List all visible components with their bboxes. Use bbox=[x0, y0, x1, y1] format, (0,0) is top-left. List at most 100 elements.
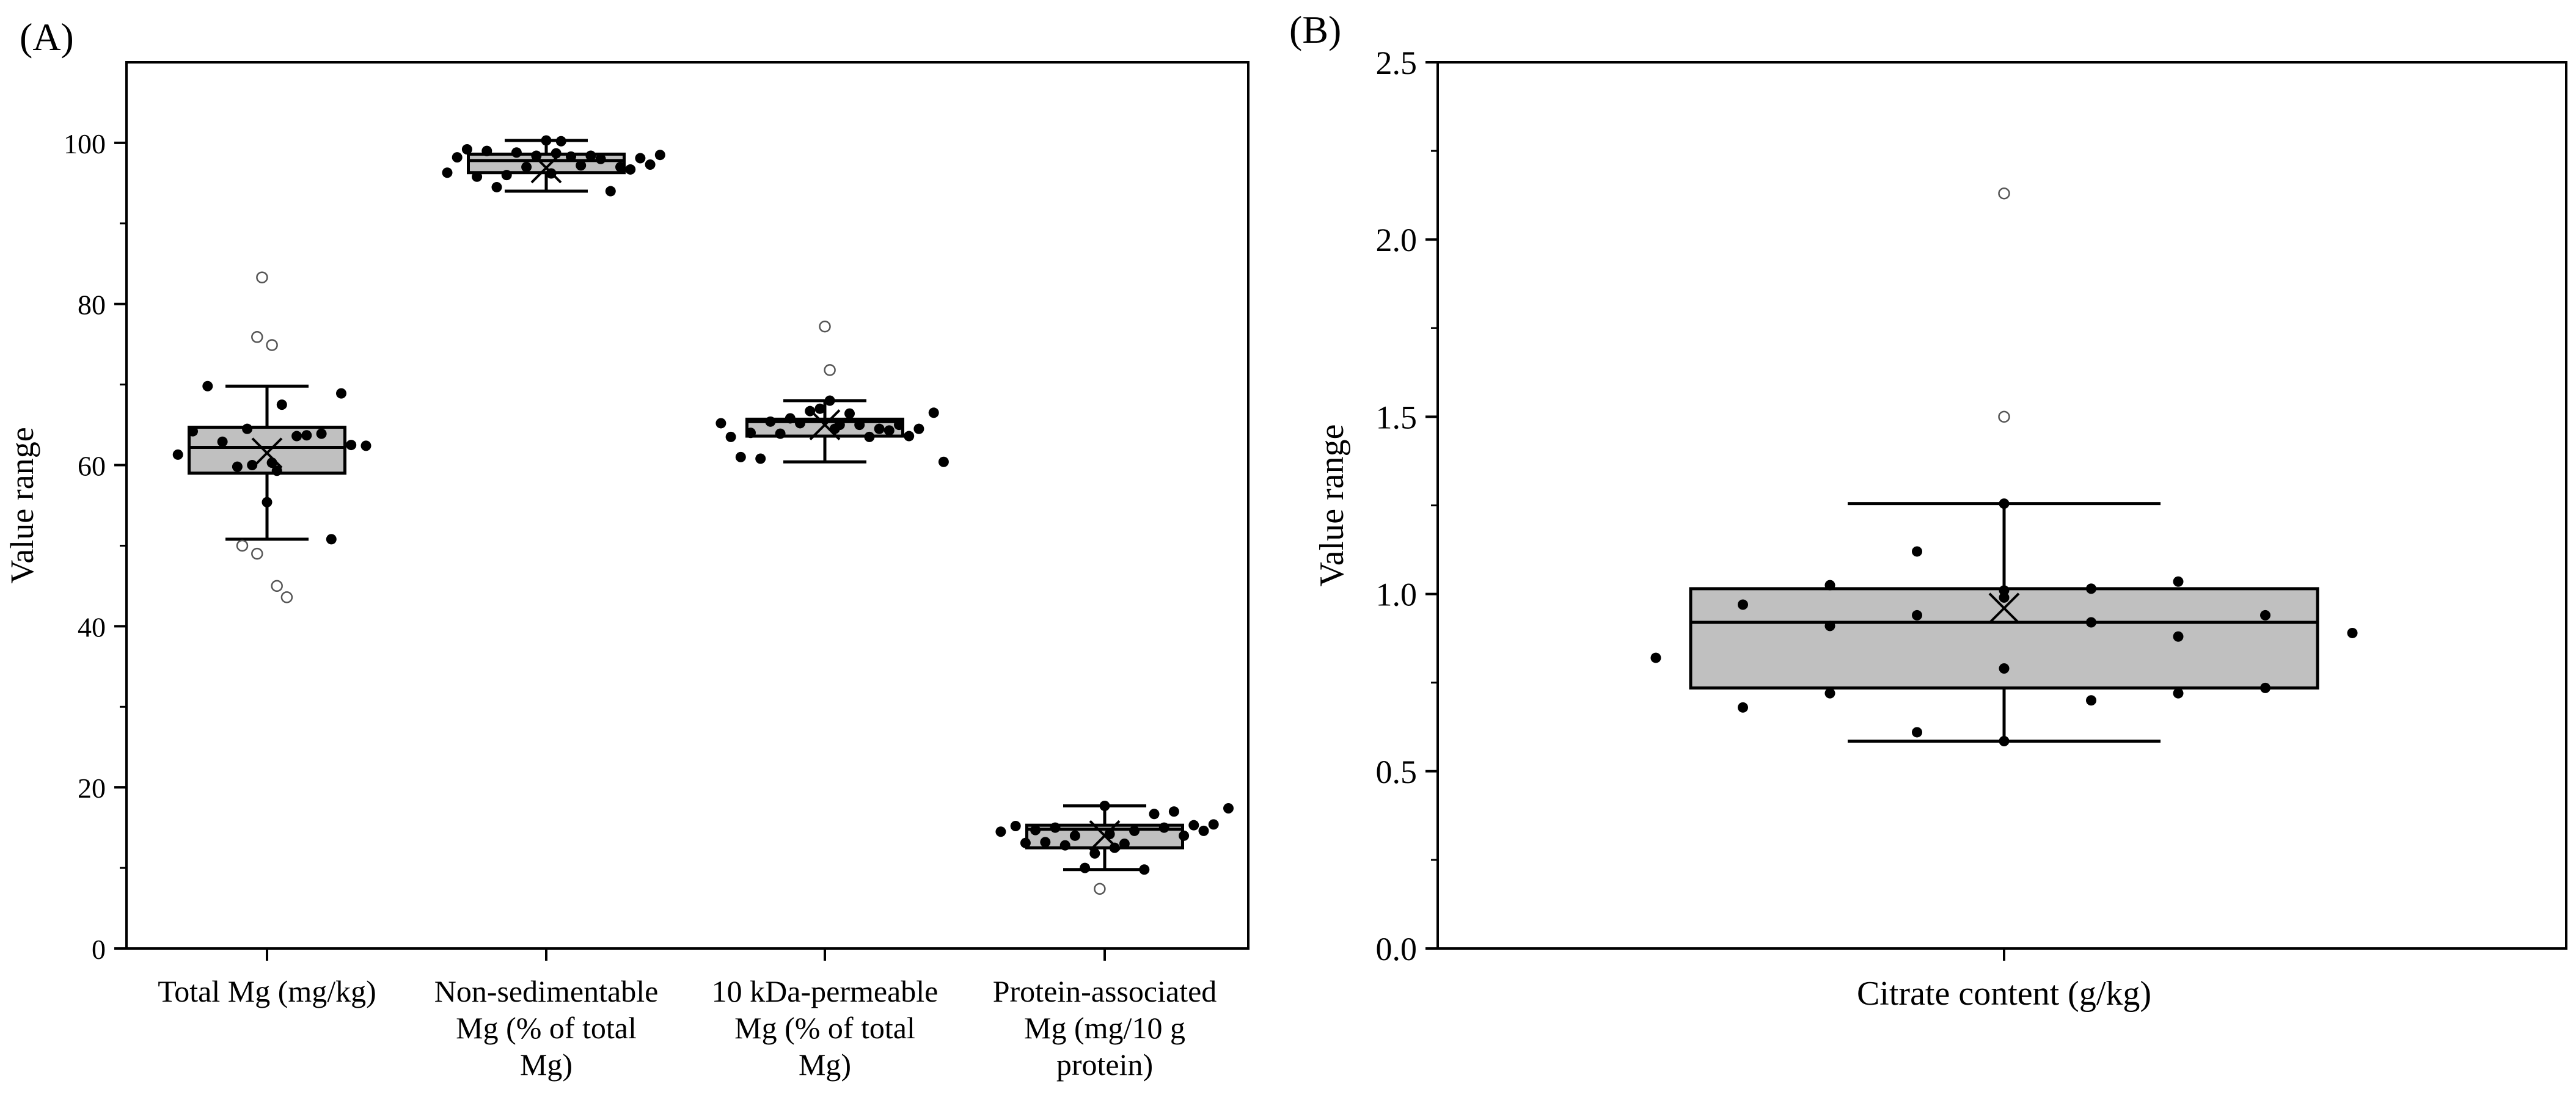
y-tick-label: 40 bbox=[78, 611, 106, 643]
box-2-data-point bbox=[654, 150, 665, 161]
plot-frame bbox=[125, 61, 1250, 950]
box-citrate-data-point bbox=[1912, 727, 1922, 738]
box-4-mean-marker bbox=[1089, 820, 1121, 851]
panel-b: (B) 0.0 0.5 1.0 1.5 2.0 2.5 Value range Citrate … bbox=[1289, 8, 2567, 1013]
box-1-data-point bbox=[232, 461, 243, 472]
box-2-data-point bbox=[531, 150, 542, 161]
box-2-data-point bbox=[576, 160, 587, 171]
box-2-data-point bbox=[442, 167, 453, 178]
box-citrate-data-point bbox=[2173, 576, 2184, 587]
box-2-data-point bbox=[541, 135, 552, 146]
box-3-data-point bbox=[775, 428, 786, 439]
panel-label: (A) bbox=[20, 15, 74, 59]
box-citrate-data-point bbox=[1999, 735, 2010, 746]
box-3-data-point bbox=[735, 451, 746, 462]
y-tick-label: 20 bbox=[78, 773, 106, 804]
box-4-data-point bbox=[1089, 848, 1100, 859]
box-citrate-data-point bbox=[1912, 610, 1922, 621]
box-citrate-data-point bbox=[2347, 627, 2358, 638]
box-3-mean-marker bbox=[809, 409, 841, 441]
box-1-mean-marker bbox=[251, 437, 283, 469]
box-1-data-point bbox=[291, 431, 302, 442]
box-3-data-point bbox=[844, 408, 855, 419]
box-1-data-point bbox=[217, 436, 228, 447]
y-tick-label: 1.0 bbox=[1376, 577, 1418, 613]
box-citrate-data-point bbox=[2086, 617, 2096, 628]
box-3-data-point bbox=[904, 431, 915, 442]
box-1-data-point bbox=[188, 426, 198, 437]
box-citrate-data-point bbox=[1738, 702, 1748, 713]
box-2-data-point bbox=[605, 186, 616, 197]
box-4-data-point bbox=[1158, 822, 1169, 833]
x-tick-label: Protein-associated bbox=[993, 974, 1217, 1008]
box-1-outlier-point bbox=[256, 271, 268, 283]
box-3-data-point bbox=[715, 418, 726, 429]
box-4-data-point bbox=[1059, 840, 1070, 851]
box-citrate-outlier-point bbox=[1998, 187, 2010, 200]
box-citrate-data-point bbox=[1650, 652, 1661, 663]
box-1-data-point bbox=[316, 428, 327, 439]
box-4-outlier-point bbox=[1094, 883, 1106, 895]
panel-a: (A) 0 20 40 60 80 100 Value range Total Mg (mg/k… bbox=[4, 15, 1250, 1082]
box-1-data-point bbox=[172, 449, 183, 460]
box-1-data-point bbox=[336, 388, 346, 399]
x-tick-label: Mg (% of total bbox=[734, 1011, 915, 1045]
panel-label: (B) bbox=[1289, 8, 1341, 51]
y-tick-label: 2.0 bbox=[1376, 222, 1418, 258]
x-tick-label: Mg) bbox=[520, 1047, 573, 1082]
box-4-data-point bbox=[1119, 839, 1130, 850]
box-citrate-data-point bbox=[1824, 688, 1835, 699]
box-4-data-point bbox=[1040, 837, 1051, 848]
box-4-data-point bbox=[1099, 801, 1110, 812]
box-2-data-point bbox=[511, 147, 522, 158]
box-3-data-point bbox=[824, 395, 835, 406]
box-citrate-data-point bbox=[1999, 498, 2010, 509]
y-tick-label: 0.0 bbox=[1376, 931, 1418, 967]
box-4-data-point bbox=[1010, 820, 1021, 831]
box-2-data-point bbox=[472, 171, 483, 182]
box-3-outlier-point bbox=[824, 364, 836, 376]
box-1-outlier-point bbox=[271, 580, 283, 592]
box-1-outlier-point bbox=[251, 547, 263, 560]
box-2-data-point bbox=[481, 145, 492, 156]
box-2-data-point bbox=[555, 136, 566, 147]
box-1-data-point bbox=[202, 380, 213, 391]
box-4-data-point bbox=[1139, 864, 1150, 875]
box-1-outlier-point bbox=[251, 331, 263, 343]
box-1-data-point bbox=[266, 457, 277, 468]
box-3-data-point bbox=[785, 413, 796, 424]
box-citrate-data-point bbox=[1738, 599, 1748, 610]
box-3-data-point bbox=[795, 418, 805, 429]
x-tick-label: protein) bbox=[1056, 1047, 1153, 1082]
box-1-data-point bbox=[276, 399, 287, 410]
box-4-data-point bbox=[1179, 830, 1190, 841]
y-tick-label: 0 bbox=[92, 934, 106, 965]
box-3-data-point bbox=[894, 420, 904, 431]
box-3-data-point bbox=[864, 431, 875, 442]
box-3-data-point bbox=[874, 423, 885, 434]
box-citrate-data-point bbox=[2086, 583, 2096, 594]
box-citrate-outlier-point bbox=[1998, 410, 2010, 423]
box-4-data-point bbox=[1030, 825, 1041, 836]
box-4-data-point bbox=[1149, 809, 1160, 820]
box-4-data-point bbox=[995, 826, 1006, 837]
box-3-data-point bbox=[805, 406, 816, 417]
box-3-data-point bbox=[814, 403, 825, 414]
box-3-data-point bbox=[765, 416, 776, 427]
box-1-data-point bbox=[262, 497, 273, 508]
box-1-data-point bbox=[360, 440, 371, 451]
box-1-outlier-point bbox=[266, 339, 278, 351]
box-2-data-point bbox=[625, 164, 636, 175]
x-tick-label: Mg (mg/10 g bbox=[1024, 1011, 1185, 1045]
box-3-outlier-point bbox=[819, 320, 831, 333]
box-2-data-point bbox=[501, 170, 512, 181]
box-3-data-point bbox=[928, 407, 939, 418]
box-2-data-point bbox=[546, 168, 557, 179]
box-2-data-point bbox=[521, 161, 532, 172]
box-citrate-data-point bbox=[1824, 580, 1835, 591]
box-4-data-point bbox=[1104, 829, 1115, 840]
box-4-data-point bbox=[1109, 842, 1120, 853]
y-tick-label: 80 bbox=[78, 289, 106, 321]
box-4-data-point bbox=[1050, 822, 1061, 833]
x-tick-label: Mg) bbox=[799, 1047, 851, 1082]
